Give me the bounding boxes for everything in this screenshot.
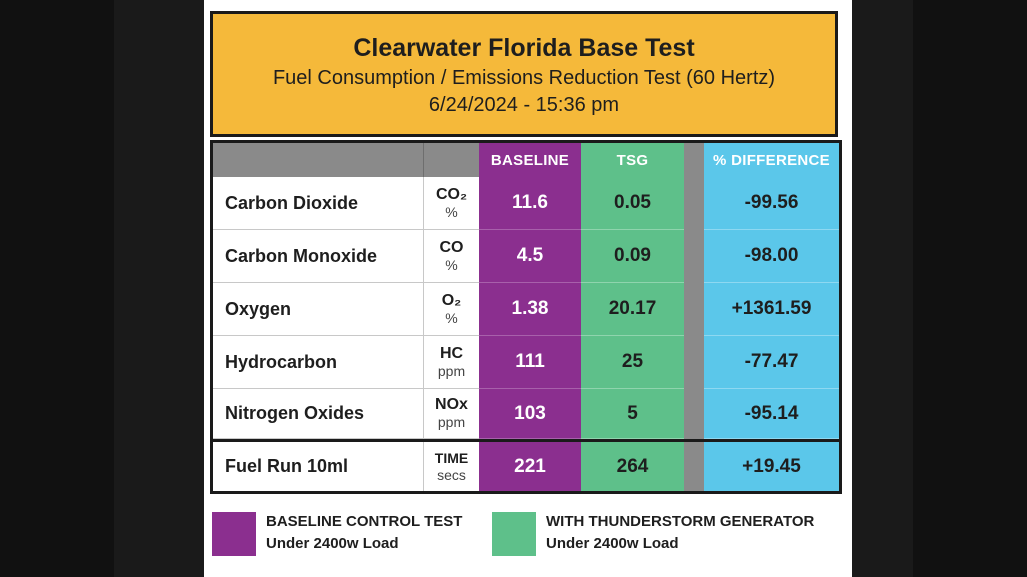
- tsg-value: 264: [581, 442, 684, 491]
- unit-symbol: TIME: [434, 450, 469, 466]
- baseline-value: 4.5: [479, 230, 581, 283]
- tsg-value: 25: [581, 336, 684, 389]
- unit-measure: secs: [437, 467, 466, 483]
- test-datetime: 6/24/2024 - 15:36 pm: [428, 94, 620, 116]
- legend-baseline-note: Under 2400w Load: [266, 535, 399, 552]
- unit-measure: %: [445, 203, 458, 220]
- legend-tsg-title: WITH THUNDERSTORM GENERATOR: [546, 513, 815, 530]
- legend-tsg-note: Under 2400w Load: [546, 535, 679, 552]
- tsg-value: 0.09: [581, 230, 684, 283]
- legend-swatch-baseline: [212, 512, 256, 556]
- unit-cell: NOx ppm: [423, 389, 479, 439]
- tsg-value: 0.05: [581, 177, 684, 230]
- page-subtitle: Fuel Consumption / Emissions Reduction T…: [272, 67, 776, 89]
- header-blank-name: [213, 143, 423, 177]
- right-letterbox: [913, 0, 1027, 577]
- unit-symbol: CO₂: [435, 185, 468, 203]
- page-title: Clearwater Florida Base Test: [353, 34, 695, 62]
- unit-measure: ppm: [437, 414, 466, 430]
- legend-swatch-tsg: [492, 512, 536, 556]
- difference-value: -77.47: [704, 336, 839, 389]
- unit-measure: %: [445, 309, 458, 326]
- column-header-tsg: TSG: [581, 143, 684, 177]
- row-label-oxygen: Oxygen: [213, 283, 423, 336]
- baseline-value: 103: [479, 389, 581, 439]
- column-header-baseline: BASELINE: [479, 143, 581, 177]
- unit-measure: ppm: [437, 362, 466, 379]
- unit-cell: TIME secs: [423, 442, 479, 491]
- unit-symbol: NOx: [435, 396, 468, 413]
- row-label-carbon-monoxide: Carbon Monoxide: [213, 230, 423, 283]
- baseline-value: 221: [479, 442, 581, 491]
- baseline-value: 111: [479, 336, 581, 389]
- results-table: BASELINE TSG % DIFFERENCE Carbon Dioxide…: [210, 140, 842, 494]
- difference-value: -95.14: [704, 389, 839, 439]
- unit-cell: CO₂ %: [423, 177, 479, 230]
- title-banner: Clearwater Florida Base Test Fuel Consum…: [210, 11, 838, 137]
- tsg-value: 5: [581, 389, 684, 439]
- left-letterbox: [0, 0, 114, 577]
- table-divider: [213, 439, 839, 442]
- unit-symbol: O₂: [441, 291, 462, 309]
- unit-symbol: CO: [439, 238, 464, 256]
- row-label-nitrogen-oxides: Nitrogen Oxides: [213, 389, 423, 439]
- difference-value: +19.45: [704, 442, 839, 491]
- left-letterbox-inner: [114, 0, 204, 577]
- legend-tsg: WITH THUNDERSTORM GENERATOR Under 2400w …: [546, 511, 814, 555]
- column-gap-header: [684, 143, 704, 177]
- unit-measure: %: [445, 256, 458, 273]
- right-letterbox-inner: [852, 0, 913, 577]
- legend-baseline: BASELINE CONTROL TEST Under 2400w Load: [266, 511, 462, 555]
- difference-value: -99.56: [704, 177, 839, 230]
- column-header-difference: % DIFFERENCE: [704, 143, 839, 177]
- row-label-fuel-run: Fuel Run 10ml: [213, 442, 423, 491]
- unit-cell: HC ppm: [423, 336, 479, 389]
- unit-cell: O₂ %: [423, 283, 479, 336]
- unit-cell: CO %: [423, 230, 479, 283]
- row-label-hydrocarbon: Hydrocarbon: [213, 336, 423, 389]
- header-blank-unit: [423, 143, 479, 177]
- tsg-value: 20.17: [581, 283, 684, 336]
- unit-symbol: HC: [439, 344, 464, 362]
- baseline-value: 11.6: [479, 177, 581, 230]
- row-label-carbon-dioxide: Carbon Dioxide: [213, 177, 423, 230]
- baseline-value: 1.38: [479, 283, 581, 336]
- difference-value: +1361.59: [704, 283, 839, 336]
- column-gap: [684, 177, 704, 491]
- difference-value: -98.00: [704, 230, 839, 283]
- legend-baseline-title: BASELINE CONTROL TEST: [266, 513, 463, 530]
